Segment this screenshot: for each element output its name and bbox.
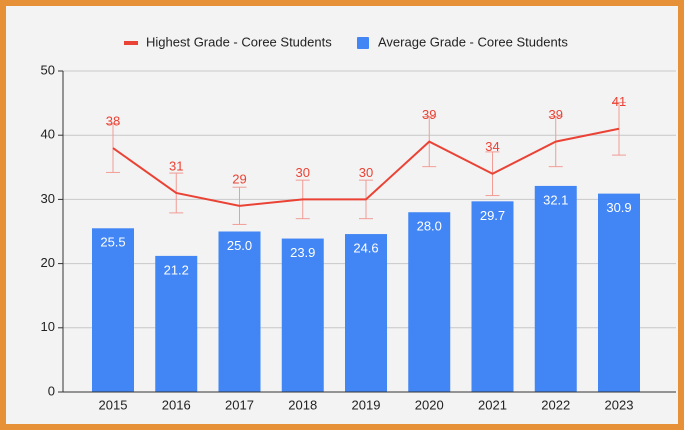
bar-value-label: 21.2 — [164, 262, 189, 277]
bar-value-label: 29.7 — [480, 208, 505, 223]
bar-value-label: 25.5 — [100, 235, 125, 250]
line-value-label: 29 — [232, 171, 246, 186]
x-tick-label: 2015 — [99, 397, 128, 412]
bar-value-label: 32.1 — [543, 192, 568, 207]
x-tick-label: 2018 — [288, 397, 317, 412]
legend-swatch — [124, 41, 138, 45]
x-tick-label: 2022 — [541, 397, 570, 412]
legend-label: Highest Grade - Coree Students — [146, 34, 332, 49]
line-value-label: 30 — [296, 165, 310, 180]
line-value-label: 34 — [485, 139, 499, 154]
line-value-label: 30 — [359, 165, 373, 180]
bar-value-label: 24.6 — [353, 241, 378, 256]
bar-value-label: 28.0 — [417, 219, 442, 234]
line-value-label: 39 — [422, 107, 436, 122]
x-tick-label: 2019 — [352, 397, 381, 412]
bar — [534, 185, 577, 392]
bar — [92, 228, 134, 392]
line-series — [112, 127, 620, 207]
x-tick-label: 2016 — [162, 397, 191, 412]
bar — [218, 231, 261, 392]
y-tick-label: 40 — [41, 127, 55, 142]
y-tick-label: 10 — [41, 319, 55, 334]
y-tick-label: 0 — [48, 383, 55, 398]
x-tick-label: 2020 — [415, 397, 444, 412]
bar — [408, 212, 451, 392]
legend-swatch — [357, 37, 369, 49]
x-tick-label: 2017 — [225, 397, 254, 412]
x-tick-label: 2021 — [478, 397, 507, 412]
bar-value-label: 30.9 — [606, 200, 631, 215]
line-value-label: 31 — [169, 158, 183, 173]
line-value-label: 41 — [612, 94, 626, 109]
bar — [471, 201, 514, 392]
bar — [155, 255, 198, 392]
bar — [281, 238, 324, 392]
line-value-label: 38 — [106, 113, 120, 128]
bar-value-label: 23.9 — [290, 245, 315, 260]
y-tick-label: 50 — [41, 62, 55, 77]
x-tick-label: 2023 — [605, 397, 634, 412]
line-value-label: 39 — [549, 107, 563, 122]
y-tick-label: 20 — [41, 255, 55, 270]
bar-value-label: 25.0 — [227, 238, 252, 253]
bar — [598, 193, 640, 392]
y-tick-label: 30 — [41, 191, 55, 206]
legend-label: Average Grade - Coree Students — [378, 34, 568, 49]
bar — [345, 234, 387, 392]
